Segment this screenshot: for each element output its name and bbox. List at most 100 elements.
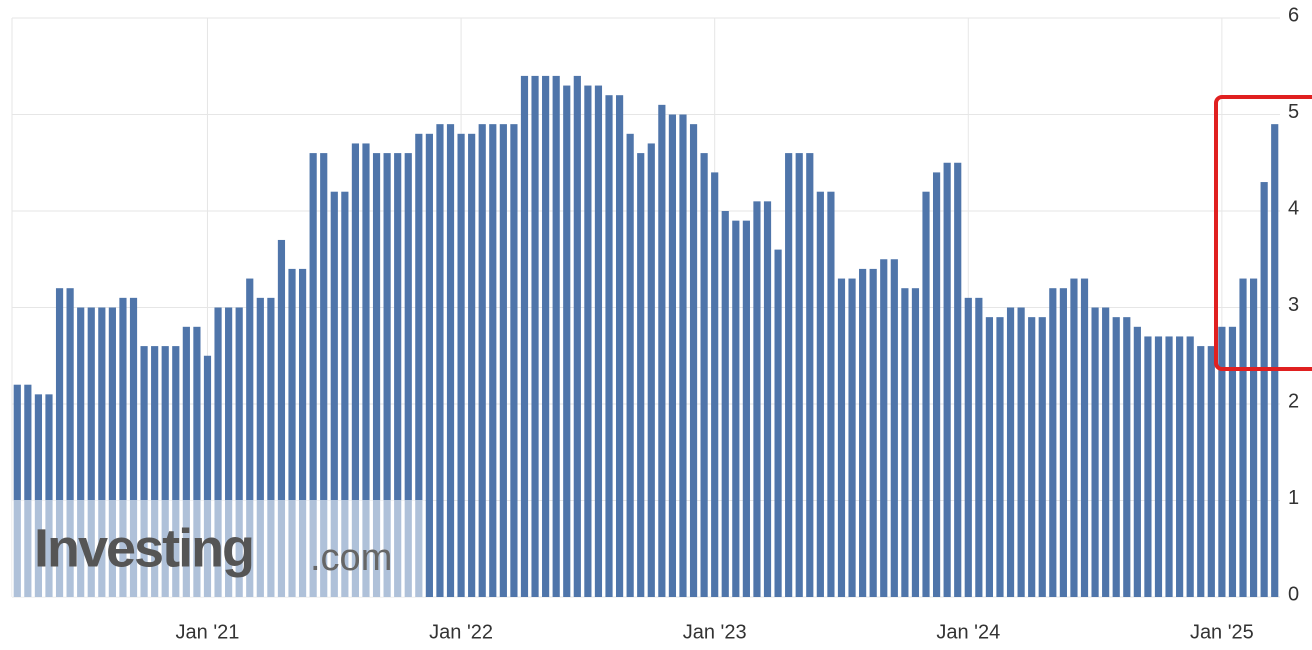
bar bbox=[1038, 317, 1046, 597]
bar bbox=[1239, 278, 1247, 597]
bar bbox=[1176, 336, 1184, 597]
bar bbox=[763, 201, 772, 597]
bar bbox=[742, 220, 750, 597]
bar bbox=[658, 104, 666, 597]
y-tick-label: 3 bbox=[1288, 294, 1299, 316]
bar bbox=[880, 259, 888, 597]
bar bbox=[552, 75, 560, 597]
bar bbox=[594, 85, 603, 598]
bar bbox=[119, 297, 127, 597]
bar bbox=[34, 394, 43, 597]
bar bbox=[869, 268, 877, 597]
bar bbox=[330, 191, 338, 597]
bar bbox=[922, 191, 930, 597]
bar bbox=[531, 75, 539, 597]
bar bbox=[478, 124, 486, 598]
bar bbox=[1049, 288, 1057, 597]
bar bbox=[795, 153, 803, 597]
bar bbox=[996, 317, 1004, 597]
bar bbox=[288, 268, 296, 597]
bar bbox=[510, 124, 518, 598]
bar bbox=[1017, 307, 1025, 597]
bar bbox=[140, 346, 148, 597]
bar bbox=[647, 143, 655, 597]
bar bbox=[45, 394, 53, 597]
bar bbox=[1112, 317, 1120, 597]
bar bbox=[520, 75, 529, 597]
bar bbox=[700, 153, 708, 597]
bar bbox=[985, 317, 994, 597]
bar bbox=[161, 346, 169, 597]
bar bbox=[383, 153, 391, 597]
bar bbox=[1028, 317, 1036, 597]
bar bbox=[351, 143, 360, 597]
bar bbox=[1144, 336, 1152, 597]
bar bbox=[848, 278, 856, 597]
bar bbox=[1165, 336, 1173, 597]
bar bbox=[721, 211, 729, 597]
bar bbox=[1186, 336, 1194, 597]
bar bbox=[489, 124, 497, 598]
bar bbox=[1133, 326, 1141, 597]
bar bbox=[277, 239, 286, 597]
bar bbox=[732, 220, 740, 597]
y-tick-label: 2 bbox=[1288, 390, 1299, 412]
bar bbox=[1197, 346, 1205, 597]
bar bbox=[689, 124, 698, 598]
bar bbox=[573, 75, 581, 597]
bar bbox=[309, 153, 317, 597]
bar bbox=[711, 172, 719, 597]
bar bbox=[605, 95, 613, 597]
bar bbox=[246, 278, 254, 597]
bar bbox=[87, 307, 95, 597]
bars bbox=[13, 75, 1279, 598]
bar bbox=[415, 133, 423, 598]
bar bbox=[1070, 278, 1078, 597]
bar bbox=[816, 191, 824, 597]
bar bbox=[1207, 346, 1215, 597]
bar bbox=[785, 153, 793, 597]
x-tick-label: Jan '24 bbox=[936, 621, 1000, 643]
bar bbox=[1080, 278, 1089, 597]
bar bbox=[425, 133, 433, 598]
bar bbox=[890, 259, 898, 597]
watermark-backdrop bbox=[12, 500, 425, 597]
bar bbox=[24, 384, 32, 597]
bar bbox=[108, 307, 116, 597]
bar bbox=[151, 346, 159, 597]
bar bbox=[1249, 278, 1258, 597]
bar bbox=[256, 297, 264, 597]
bar bbox=[13, 384, 21, 597]
bar bbox=[837, 278, 846, 597]
watermark-suffix: .com bbox=[310, 537, 392, 579]
bar bbox=[1123, 317, 1131, 597]
y-tick-label: 1 bbox=[1288, 487, 1299, 509]
bar bbox=[372, 153, 381, 597]
bar bbox=[563, 85, 571, 598]
bar bbox=[172, 346, 180, 597]
bar bbox=[320, 153, 328, 597]
bar bbox=[225, 307, 233, 597]
bar bbox=[298, 268, 307, 597]
bar bbox=[267, 297, 275, 597]
bar bbox=[1006, 307, 1015, 597]
bar bbox=[214, 307, 222, 597]
bar bbox=[203, 355, 212, 597]
bar bbox=[457, 133, 465, 598]
x-tick-label: Jan '23 bbox=[683, 621, 747, 643]
bar bbox=[827, 191, 835, 597]
bar bbox=[446, 124, 455, 598]
bar bbox=[806, 153, 814, 597]
bar bbox=[954, 162, 962, 597]
bar bbox=[1271, 124, 1279, 598]
bar bbox=[975, 297, 983, 597]
bar bbox=[235, 307, 243, 597]
bar bbox=[193, 326, 201, 597]
bar bbox=[615, 95, 624, 597]
bar bbox=[964, 297, 972, 597]
bar bbox=[66, 288, 74, 597]
bar bbox=[679, 114, 687, 597]
bar bbox=[436, 124, 444, 598]
bar bbox=[1228, 326, 1237, 597]
